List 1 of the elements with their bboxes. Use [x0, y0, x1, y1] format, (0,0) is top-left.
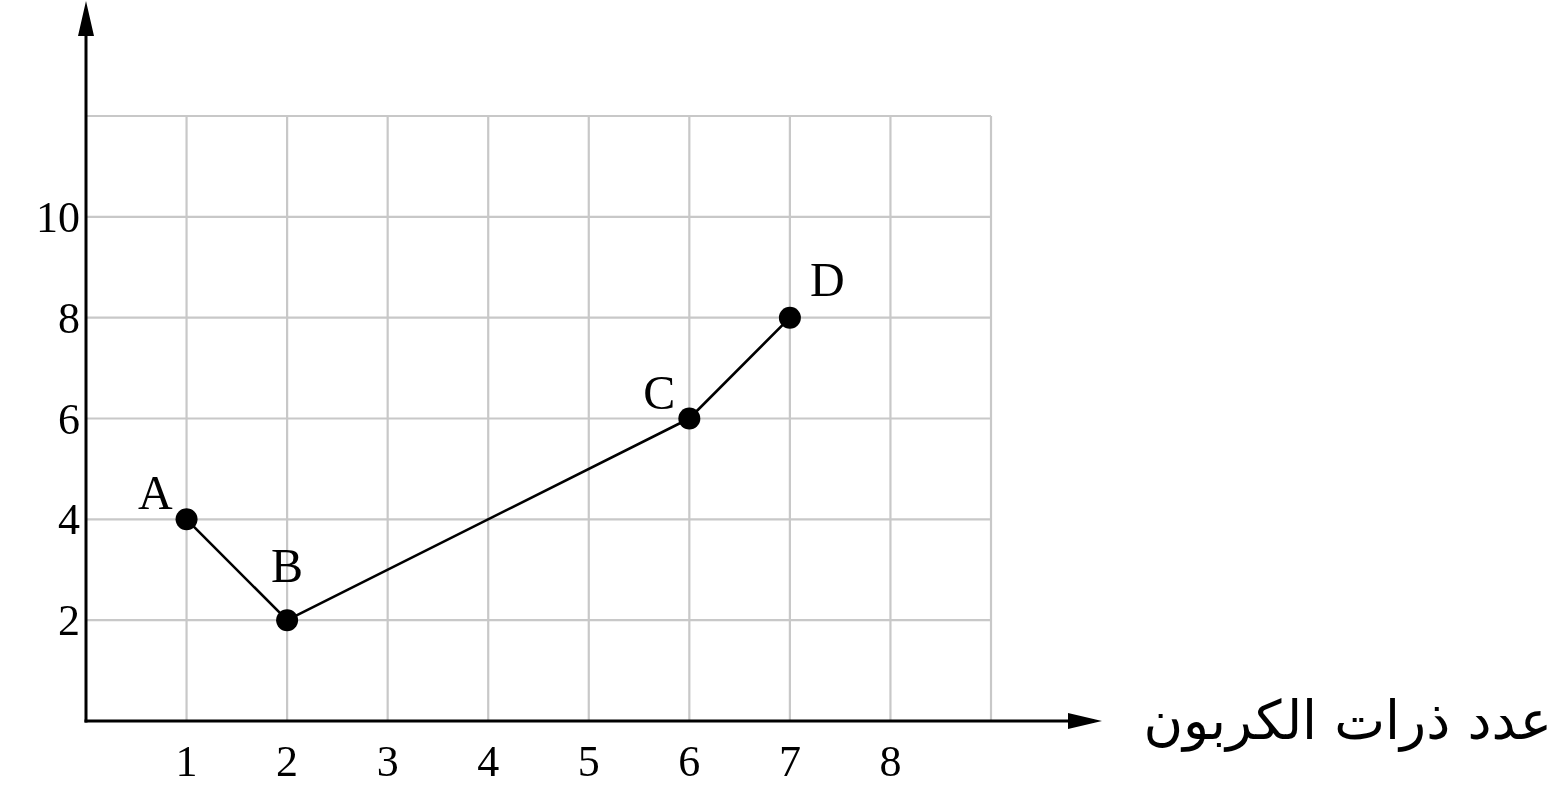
x-axis-title: عدد ذرات الكربون	[1143, 689, 1552, 752]
